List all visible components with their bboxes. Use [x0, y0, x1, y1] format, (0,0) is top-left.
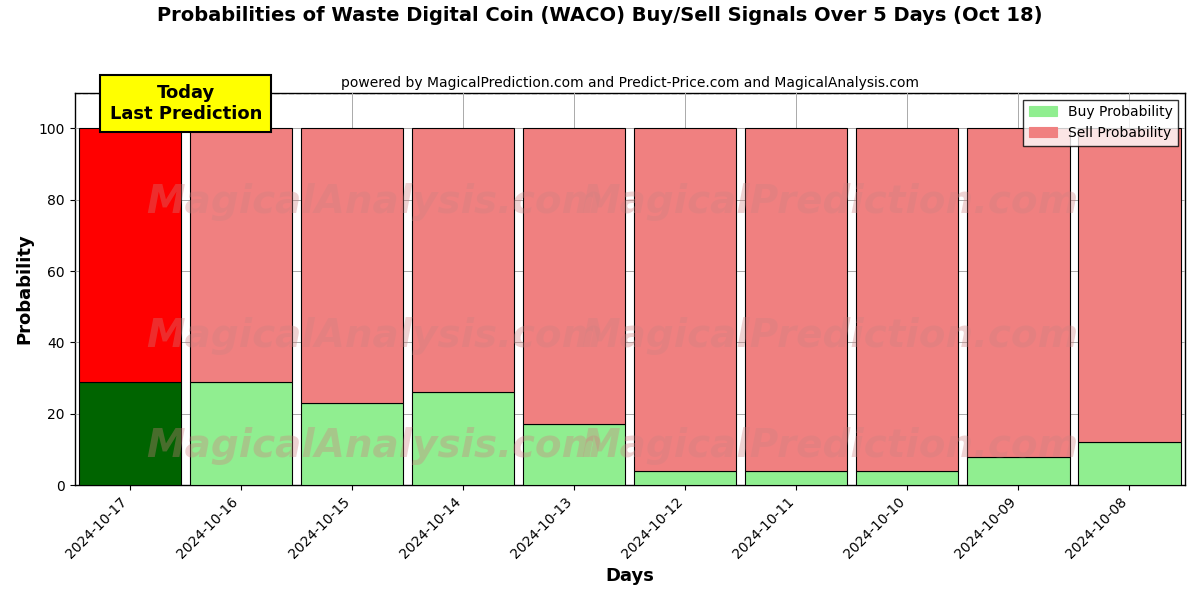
Bar	[412, 128, 515, 392]
Bar	[635, 471, 737, 485]
Bar	[79, 128, 181, 382]
Text: Probabilities of Waste Digital Coin (WACO) Buy/Sell Signals Over 5 Days (Oct 18): Probabilities of Waste Digital Coin (WAC…	[157, 6, 1043, 25]
Bar	[523, 128, 625, 424]
Text: Today
Last Prediction: Today Last Prediction	[109, 84, 262, 122]
Bar	[301, 403, 403, 485]
Text: MagicalPrediction.com: MagicalPrediction.com	[581, 427, 1079, 465]
Text: MagicalPrediction.com: MagicalPrediction.com	[581, 317, 1079, 355]
Bar	[1079, 128, 1181, 442]
Bar	[745, 128, 847, 471]
Text: MagicalAnalysis.com: MagicalAnalysis.com	[146, 427, 602, 465]
Bar	[1079, 442, 1181, 485]
Bar	[857, 471, 959, 485]
Bar	[967, 457, 1069, 485]
Bar	[523, 424, 625, 485]
Text: MagicalAnalysis.com: MagicalAnalysis.com	[146, 184, 602, 221]
Bar	[967, 128, 1069, 457]
Bar	[857, 128, 959, 471]
Bar	[79, 382, 181, 485]
Y-axis label: Probability: Probability	[16, 233, 34, 344]
X-axis label: Days: Days	[605, 567, 654, 585]
Legend: Buy Probability, Sell Probability: Buy Probability, Sell Probability	[1024, 100, 1178, 146]
Text: MagicalAnalysis.com: MagicalAnalysis.com	[146, 317, 602, 355]
Bar	[635, 128, 737, 471]
Bar	[301, 128, 403, 403]
Bar	[190, 128, 293, 382]
Bar	[412, 392, 515, 485]
Bar	[190, 382, 293, 485]
Bar	[745, 471, 847, 485]
Text: MagicalPrediction.com: MagicalPrediction.com	[581, 184, 1079, 221]
Title: powered by MagicalPrediction.com and Predict-Price.com and MagicalAnalysis.com: powered by MagicalPrediction.com and Pre…	[341, 76, 919, 90]
